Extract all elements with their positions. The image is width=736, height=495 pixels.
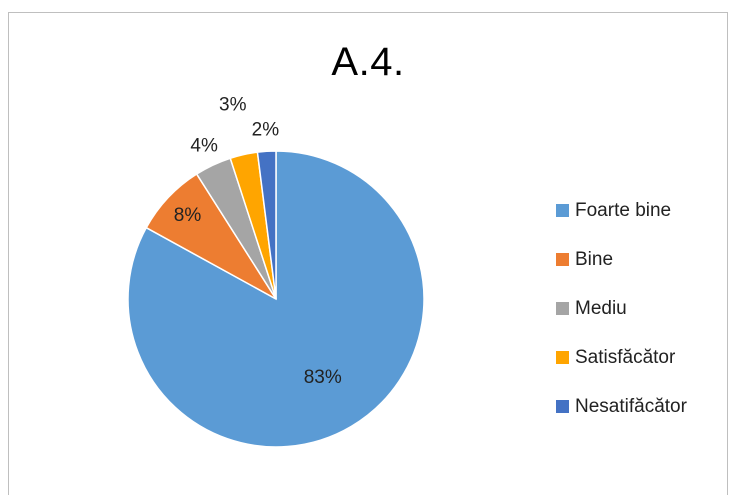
data-label-bine: 8% bbox=[174, 205, 202, 226]
legend-label-foarte-bine: Foarte bine bbox=[575, 199, 672, 221]
legend-label-satisfacator: Satisfăcător bbox=[575, 346, 676, 368]
pie-slices bbox=[127, 150, 425, 448]
chart-title: A.4. bbox=[331, 40, 405, 84]
legend-item-mediu: Mediu bbox=[556, 284, 687, 333]
data-label-satisfacator: 3% bbox=[219, 94, 247, 115]
legend-swatch-satisfacator bbox=[556, 351, 569, 364]
legend: Foarte bine Bine Mediu Satisfăcător Nesa… bbox=[556, 186, 687, 431]
legend-item-satisfacator: Satisfăcător bbox=[556, 333, 687, 382]
legend-label-nesatifacator: Nesatifăcător bbox=[575, 395, 687, 417]
legend-item-bine: Bine bbox=[556, 235, 687, 284]
legend-swatch-nesatifacator bbox=[556, 400, 569, 413]
pie-labels: 83% 8% 4%3%2% bbox=[174, 94, 342, 388]
legend-label-mediu: Mediu bbox=[575, 297, 627, 319]
legend-label-bine: Bine bbox=[575, 248, 614, 270]
legend-item-nesatifacator: Nesatifăcător bbox=[556, 382, 687, 431]
legend-item-foarte-bine: Foarte bine bbox=[556, 186, 687, 235]
legend-swatch-bine bbox=[556, 253, 569, 266]
data-label-mediu: 4% bbox=[190, 135, 218, 156]
legend-swatch-mediu bbox=[556, 302, 569, 315]
legend-swatch-foarte-bine bbox=[556, 204, 569, 217]
data-label-foarte-bine: 83% bbox=[304, 367, 342, 388]
data-label-nesatifacator: 2% bbox=[252, 120, 280, 141]
pie-slice-nesatifacator bbox=[256, 150, 277, 300]
